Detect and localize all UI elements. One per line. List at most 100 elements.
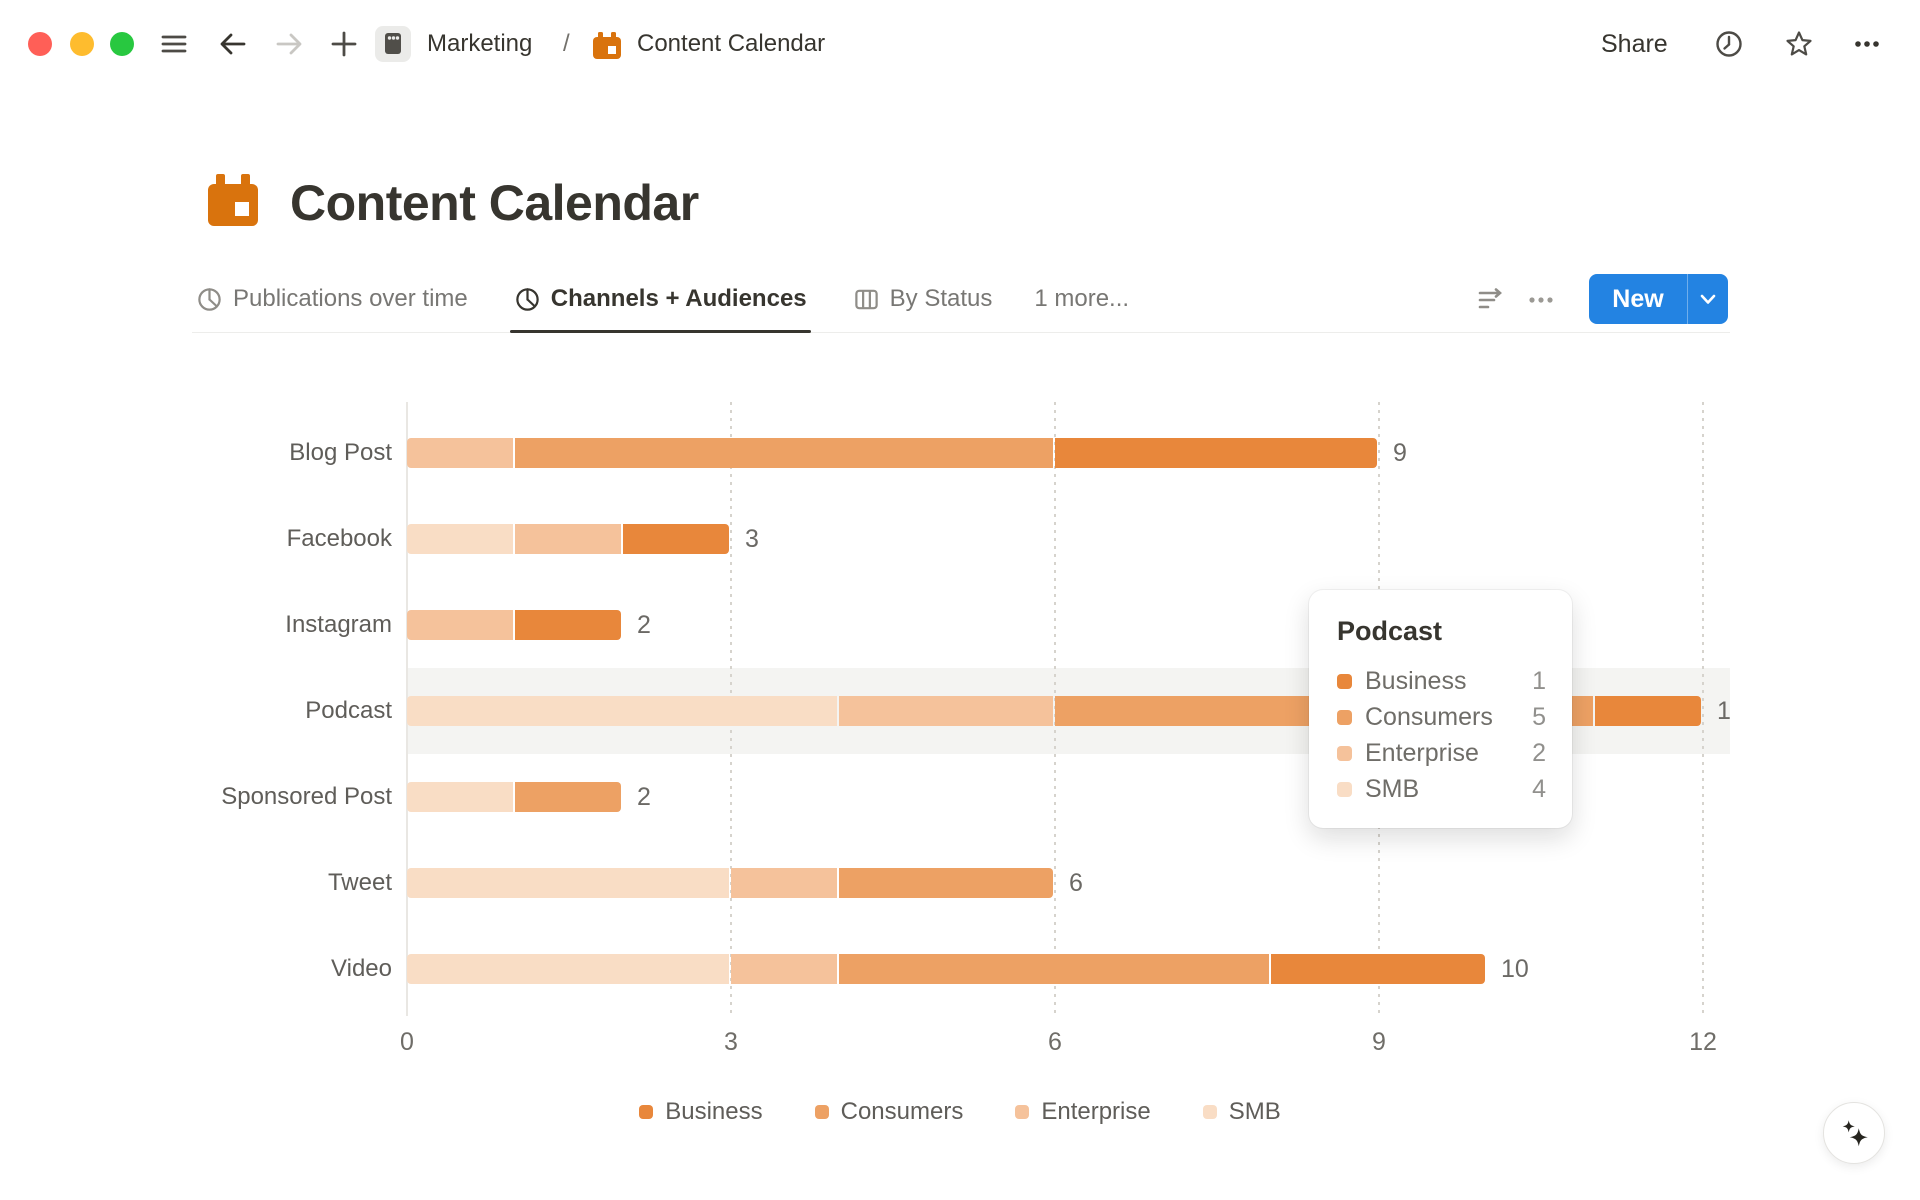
bar-total-label-instagram: 2 xyxy=(637,611,651,639)
category-label-video: Video xyxy=(331,955,392,982)
legend-label: Enterprise xyxy=(1041,1098,1151,1125)
page-title[interactable]: Content Calendar xyxy=(290,175,699,231)
gridline-x-12 xyxy=(1702,402,1704,1016)
legend-item-business: Business xyxy=(639,1098,763,1126)
bar-segment-podcast-enterprise[interactable] xyxy=(839,696,1053,726)
calendar-icon xyxy=(591,29,623,66)
legend-item-enterprise: Enterprise xyxy=(1015,1098,1151,1126)
category-label-blog-post: Blog Post xyxy=(289,439,392,466)
consumers-swatch xyxy=(1337,709,1352,725)
bar-segment-video-enterprise[interactable] xyxy=(731,954,837,984)
tooltip-row: SMB 4 xyxy=(1337,771,1546,807)
legend-swatch xyxy=(1202,1105,1217,1119)
share-button[interactable]: Share xyxy=(1601,30,1668,58)
bar-total-label-podcast: 1 xyxy=(1717,697,1731,725)
more-tabs[interactable]: 1 more... xyxy=(1034,285,1130,312)
bar-segment-sponsored-post-consumers[interactable] xyxy=(515,782,621,812)
category-label-instagram: Instagram xyxy=(285,611,392,638)
enterprise-swatch xyxy=(1337,745,1352,761)
smb-swatch xyxy=(1337,781,1352,797)
tooltip-row-value: 5 xyxy=(1532,702,1546,731)
category-label-facebook: Facebook xyxy=(286,525,392,552)
x-axis-tick: 3 xyxy=(724,1028,738,1056)
tooltip-row-label: Enterprise xyxy=(1365,738,1479,767)
legend-label: SMB xyxy=(1228,1098,1281,1125)
bar-segment-video-business[interactable] xyxy=(1271,954,1485,984)
pie-chart-icon xyxy=(514,286,541,313)
tab-publications-over-time[interactable]: Publications over time xyxy=(192,266,472,332)
bar-segment-tweet-enterprise[interactable] xyxy=(731,868,837,898)
legend-item-smb: SMB xyxy=(1202,1098,1281,1126)
workspace-icon[interactable] xyxy=(375,26,411,62)
bar-segment-facebook-smb[interactable] xyxy=(407,524,513,554)
traffic-light-minimize[interactable] xyxy=(70,32,94,56)
tooltip-title: Podcast xyxy=(1337,616,1443,646)
back-icon[interactable] xyxy=(217,28,249,60)
chart-tooltip: Podcast Business 1 Consumers 5 Enterpris… xyxy=(1309,590,1572,828)
history-clock-icon[interactable] xyxy=(1713,28,1745,60)
traffic-light-zoom[interactable] xyxy=(110,32,134,56)
bar-segment-podcast-business[interactable] xyxy=(1595,696,1701,726)
legend-swatch xyxy=(814,1105,829,1119)
ai-assistant-button[interactable] xyxy=(1823,1102,1885,1164)
x-axis-tick: 0 xyxy=(400,1028,414,1056)
breadcrumb-workspace[interactable]: Marketing xyxy=(427,30,533,57)
bar-segment-video-smb[interactable] xyxy=(407,954,729,984)
forward-icon[interactable] xyxy=(273,28,305,60)
breadcrumb-separator: / xyxy=(563,30,570,57)
tab-label: Publications over time xyxy=(233,285,468,312)
view-options-ellipsis-icon[interactable] xyxy=(1524,283,1558,317)
category-label-podcast: Podcast xyxy=(305,697,392,724)
tab-by-status[interactable]: By Status xyxy=(849,266,997,332)
x-axis-tick: 12 xyxy=(1689,1028,1717,1056)
bar-segment-facebook-enterprise[interactable] xyxy=(515,524,621,554)
tab-label: Channels + Audiences xyxy=(550,285,807,312)
legend-swatch xyxy=(1015,1105,1030,1119)
bar-segment-blog-post-enterprise[interactable] xyxy=(407,438,513,468)
tooltip-row-value: 4 xyxy=(1532,774,1546,803)
business-swatch xyxy=(1337,673,1352,689)
bar-segment-instagram-business[interactable] xyxy=(515,610,621,640)
bar-segment-blog-post-business[interactable] xyxy=(1055,438,1377,468)
tooltip-row: Consumers 5 xyxy=(1337,699,1546,735)
bar-segment-podcast-smb[interactable] xyxy=(407,696,837,726)
bar-total-label-video: 10 xyxy=(1501,955,1529,983)
tab-channels-audiences[interactable]: Channels + Audiences xyxy=(509,266,811,333)
bar-segment-video-consumers[interactable] xyxy=(839,954,1269,984)
bar-segment-tweet-smb[interactable] xyxy=(407,868,729,898)
view-tabs: Publications over time Channels + Audienc… xyxy=(192,266,1730,333)
category-label-sponsored-post: Sponsored Post xyxy=(221,783,392,810)
bar-total-label-facebook: 3 xyxy=(745,525,759,553)
more-ellipsis-icon[interactable] xyxy=(1851,28,1883,60)
new-button[interactable]: New xyxy=(1589,274,1728,324)
tooltip-row-value: 1 xyxy=(1532,666,1546,695)
chevron-down-icon[interactable] xyxy=(1688,294,1728,305)
legend-swatch xyxy=(639,1105,654,1119)
legend-item-consumers: Consumers xyxy=(814,1098,964,1126)
breadcrumb-page[interactable]: Content Calendar xyxy=(637,30,826,57)
page-icon-calendar[interactable] xyxy=(204,170,262,235)
bar-segment-facebook-business[interactable] xyxy=(623,524,729,554)
view-tabs-bar: Publications over time Channels + Audienc… xyxy=(192,266,1730,333)
new-page-icon[interactable] xyxy=(328,28,360,60)
legend-label: Consumers xyxy=(840,1098,964,1125)
tooltip-row-label: SMB xyxy=(1365,774,1420,803)
menu-icon[interactable] xyxy=(158,28,190,60)
bar-segment-instagram-enterprise[interactable] xyxy=(407,610,513,640)
bar-segment-sponsored-post-smb[interactable] xyxy=(407,782,513,812)
bar-total-label-sponsored-post: 2 xyxy=(637,783,651,811)
tooltip-row: Business 1 xyxy=(1337,663,1546,699)
favorite-star-icon[interactable] xyxy=(1783,28,1815,60)
bar-segment-blog-post-consumers[interactable] xyxy=(515,438,1053,468)
tooltip-row-value: 2 xyxy=(1532,738,1546,767)
tooltip-row-label: Business xyxy=(1365,666,1467,695)
tab-label: By Status xyxy=(889,285,993,312)
bar-segment-tweet-consumers[interactable] xyxy=(839,868,1053,898)
ai-sparkles-icon xyxy=(1842,1120,1868,1147)
traffic-light-close[interactable] xyxy=(28,32,52,56)
filter-sort-icon[interactable] xyxy=(1475,283,1509,317)
bar-total-label-tweet: 6 xyxy=(1069,869,1083,897)
legend-label: Business xyxy=(665,1098,763,1125)
bar-total-label-blog-post: 9 xyxy=(1393,439,1407,467)
